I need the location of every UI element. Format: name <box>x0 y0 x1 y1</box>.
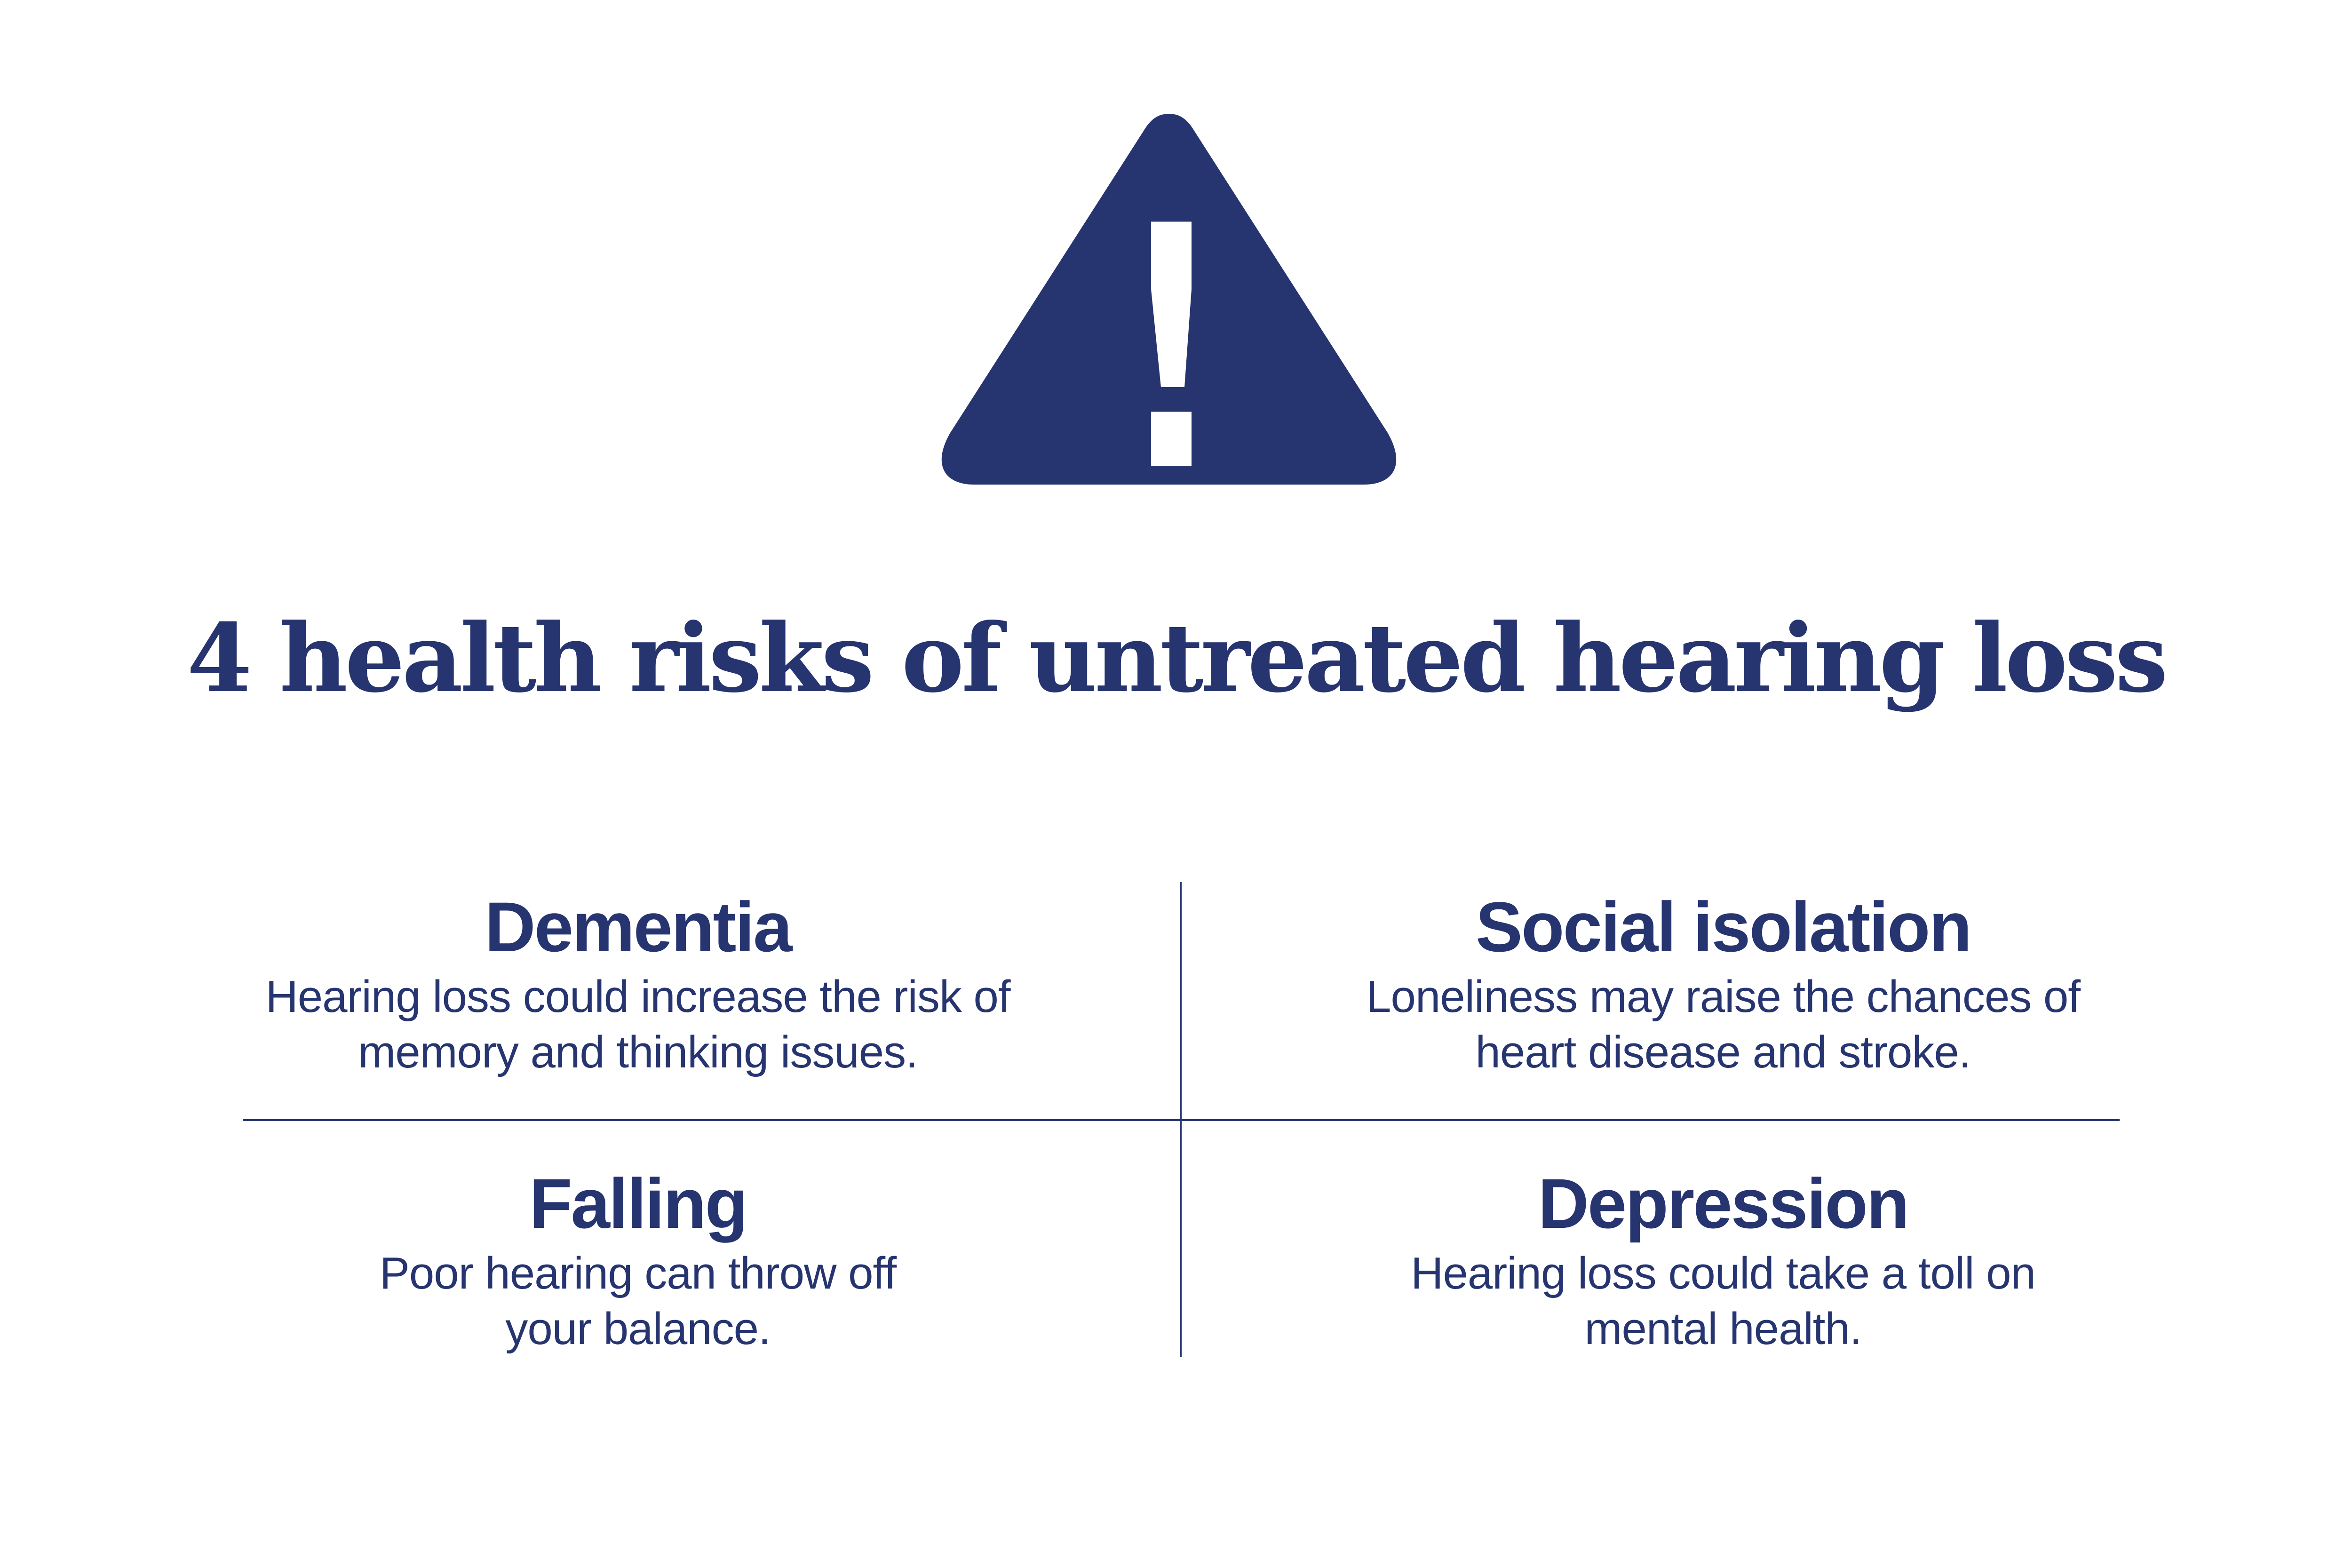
risk-description-line: Loneliness may raise the chances of <box>1366 971 2081 1022</box>
risk-description-line: Hearing loss could increase the risk of <box>265 971 1010 1022</box>
risk-description-line: Poor hearing can throw off <box>379 1248 897 1298</box>
risk-heading: Falling <box>529 1164 748 1243</box>
page-title: 4 health risks of untreated hearing loss <box>187 603 2168 714</box>
risk-falling: Falling Poor hearing can throw off your … <box>167 1161 1108 1357</box>
risk-description-line: your balance. <box>505 1304 771 1354</box>
risk-dementia: Dementia Hearing loss could increase the… <box>167 884 1108 1080</box>
risk-social-isolation: Social isolation Loneliness may raise th… <box>1253 884 2193 1080</box>
risk-depression: Depression Hearing loss could take a tol… <box>1253 1161 2193 1357</box>
exclamation-mark-icon <box>1151 222 1192 466</box>
risk-description-line: Hearing loss could take a toll on <box>1411 1248 2036 1298</box>
risk-heading: Social isolation <box>1475 887 1972 966</box>
risk-heading: Dementia <box>485 887 792 966</box>
warning-triangle-icon <box>941 114 1397 485</box>
horizontal-divider <box>243 1119 2120 1121</box>
risk-description-line: memory and thinking issues. <box>358 1027 918 1077</box>
risk-description-line: heart disease and stroke. <box>1475 1027 1971 1077</box>
risk-heading: Depression <box>1538 1164 1910 1243</box>
risk-description-line: mental health. <box>1584 1304 1862 1354</box>
